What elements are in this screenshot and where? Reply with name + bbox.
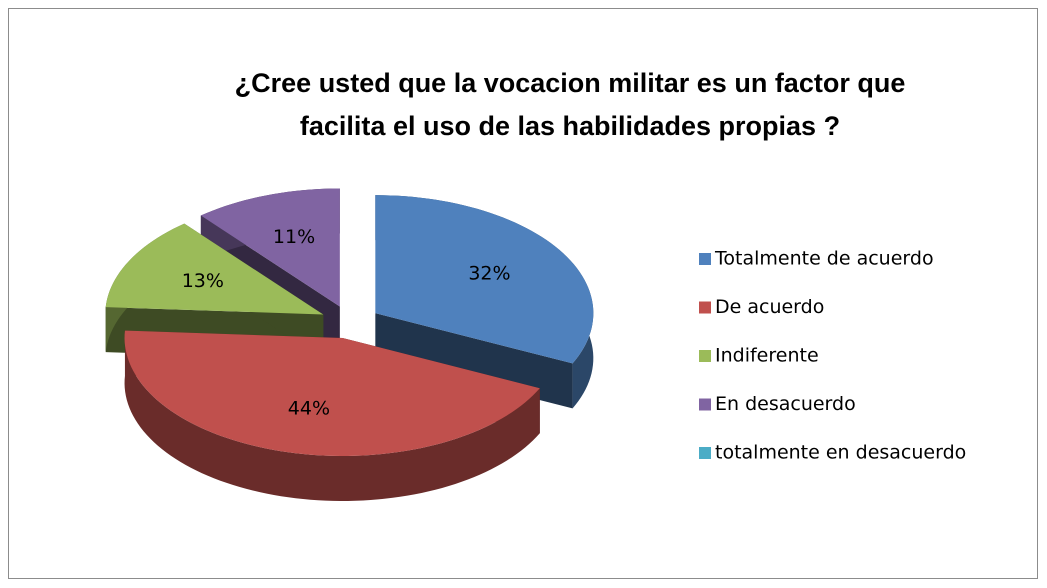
legend-swatch	[699, 301, 711, 314]
legend-swatch	[699, 253, 711, 265]
data-label: 13%	[182, 270, 224, 292]
legend-swatch	[699, 447, 711, 459]
legend-swatch	[699, 350, 711, 362]
legend-swatch	[699, 398, 711, 411]
slice-wall	[124, 330, 540, 501]
slice-top	[200, 188, 340, 307]
legend-label: Totalmente de acuerdo	[714, 248, 934, 270]
data-label: 32%	[468, 262, 510, 284]
slice-top	[124, 330, 540, 456]
slice-top	[375, 195, 594, 364]
data-label: 44%	[288, 397, 330, 419]
chart-title: ¿Cree usted que la vocacion militar es u…	[235, 68, 906, 141]
legend-label: De acuerdo	[715, 296, 824, 318]
legend-label: totalmente en desacuerdo	[715, 442, 966, 464]
legend-label: Indiferente	[715, 345, 819, 367]
slice	[124, 330, 540, 501]
slice-top	[105, 223, 324, 315]
data-label: 11%	[273, 226, 315, 248]
legend-label: En desacuerdo	[715, 393, 856, 415]
